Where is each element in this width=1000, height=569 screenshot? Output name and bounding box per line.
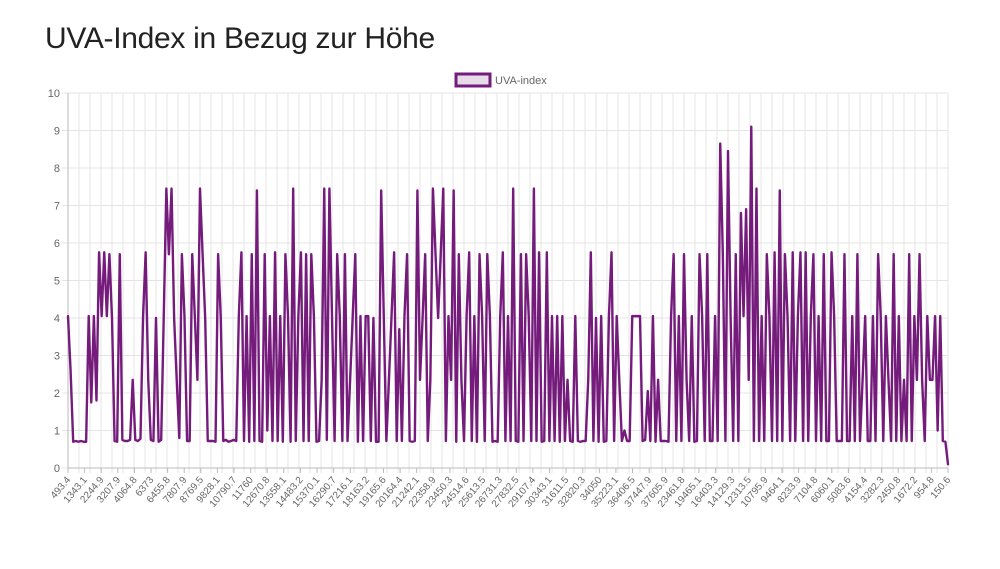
legend-label[interactable]: UVA-index: [495, 75, 547, 87]
y-tick-label: 4: [54, 313, 60, 325]
y-tick-label: 3: [54, 351, 60, 363]
y-tick-label: 2: [54, 388, 60, 400]
series-line-uva-index: [66, 125, 950, 466]
y-tick-label: 0: [54, 463, 60, 475]
y-tick-label: 5: [54, 276, 60, 288]
page-title: UVA-Index in Bezug zur Höhe: [45, 22, 435, 55]
y-tick-label: 8: [54, 163, 60, 175]
y-tick-label: 6: [54, 238, 60, 250]
y-tick-label: 10: [48, 88, 60, 100]
series-layer: [66, 125, 950, 466]
y-tick-label: 1: [54, 426, 60, 438]
y-tick-label: 9: [54, 126, 60, 138]
y-tick-label: 7: [54, 201, 60, 213]
legend-swatch[interactable]: [454, 72, 492, 88]
legend[interactable]: UVA-index: [454, 72, 547, 88]
axes: [67, 93, 948, 469]
x-axis-ticks: 493.41343.12244.93207.94064.863736455.87…: [49, 468, 954, 510]
y-axis-ticks: 0 1 2 3 4 5 6 7 8 9 10: [48, 88, 60, 475]
